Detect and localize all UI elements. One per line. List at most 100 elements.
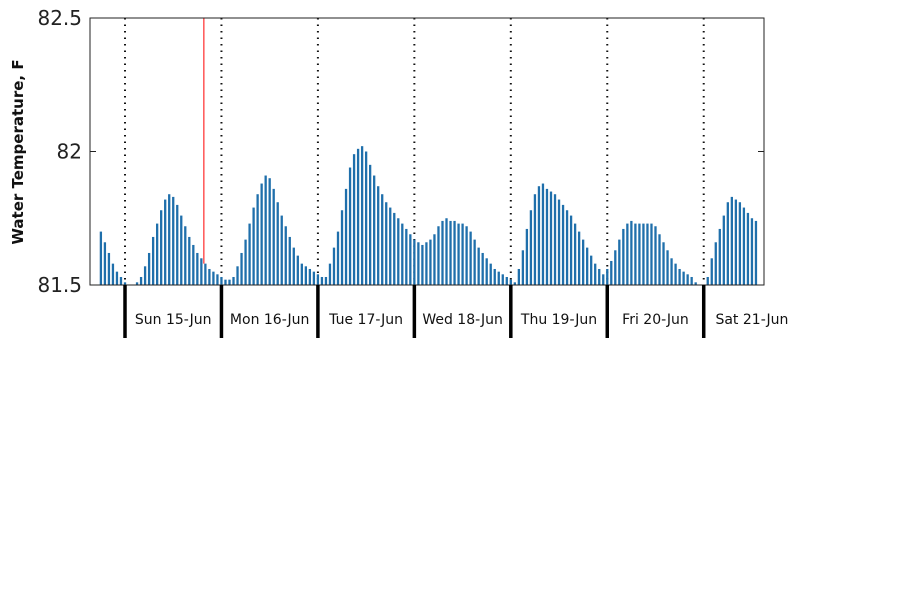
temperature-bar (642, 223, 645, 285)
temperature-bar (674, 263, 677, 285)
temperature-bar (525, 228, 529, 285)
temperature-bar (143, 266, 147, 285)
temperature-bar (164, 199, 167, 285)
temperature-bar (457, 223, 460, 285)
temperature-bar (754, 220, 758, 285)
temperature-bar (537, 186, 541, 285)
temperature-bar (373, 175, 376, 285)
temperature-bar (385, 202, 388, 285)
temperature-bar (320, 276, 324, 285)
temperature-bar (541, 183, 545, 285)
temperature-bar (485, 258, 488, 285)
temperature-bar (666, 250, 669, 285)
temperature-bar (224, 279, 227, 285)
temperature-bar (722, 215, 725, 285)
temperature-bar (493, 268, 496, 285)
temperature-bar (107, 252, 111, 285)
temperature-bar (614, 250, 617, 285)
temperature-bar (569, 215, 573, 285)
day-label: Tue 17-Jun (328, 312, 403, 328)
day-label: Fri 20-Jun (622, 312, 689, 328)
temperature-bar (264, 175, 267, 285)
temperature-bar (304, 266, 307, 285)
temperature-bar (360, 146, 364, 285)
temperature-bar (348, 167, 352, 285)
temperature-bar (160, 210, 163, 285)
temperature-bar (216, 274, 219, 285)
temperature-bar (111, 263, 115, 285)
temperature-bar (678, 268, 681, 285)
temperature-bar (151, 236, 155, 285)
temperature-bar (397, 218, 400, 285)
temperature-bar (738, 202, 742, 285)
temperature-bar (746, 212, 750, 285)
day-label: Thu 19-Jun (520, 312, 597, 328)
temperature-bar (340, 210, 344, 285)
temperature-bar (328, 263, 332, 285)
temperature-bar (465, 226, 468, 285)
temperature-bar (352, 154, 356, 285)
temperature-bar (180, 215, 183, 285)
day-label: Sun 15-Jun (135, 312, 212, 328)
temperature-bar (706, 276, 709, 285)
temperature-bar (573, 223, 577, 285)
temperature-bar (590, 255, 593, 285)
temperature-bar (156, 223, 159, 285)
temperature-bar (268, 178, 271, 285)
temperature-bar (244, 239, 247, 285)
temperature-bar (433, 234, 436, 285)
temperature-bar (228, 279, 231, 285)
temperature-bar (184, 226, 187, 285)
temperature-bar (694, 282, 697, 285)
x-axis: Sun 15-Jun Mon 16-Jun Tue 17-Jun Wed 18-Jun… (123, 285, 788, 338)
temperature-bar (529, 210, 533, 285)
temperature-bar (565, 210, 569, 285)
temperature-bar (610, 260, 613, 285)
temperature-bar (686, 274, 689, 285)
temperature-bar (630, 220, 633, 285)
temperature-bar (469, 231, 472, 285)
temperature-bar (734, 199, 738, 285)
temperature-bar (344, 188, 348, 285)
temperature-bar (232, 276, 235, 285)
temperature-bar (425, 242, 428, 285)
temperature-bar (212, 271, 215, 285)
temperature-bar (598, 268, 601, 285)
temperature-bar (682, 271, 685, 285)
temperature-bar (276, 202, 279, 285)
temperature-bar (658, 234, 661, 285)
temperature-bar (586, 247, 589, 285)
temperature-bar (413, 239, 416, 285)
temperature-bar (461, 223, 464, 285)
temperature-bar (300, 263, 303, 285)
temperature-bar (208, 268, 211, 285)
temperature-bar (606, 268, 609, 285)
temperature-bar (240, 252, 243, 285)
temperature-bar (332, 247, 336, 285)
temperature-bar (521, 250, 525, 285)
temperature-bar (401, 223, 404, 285)
temperature-bar (296, 255, 299, 285)
temperature-bar (553, 194, 557, 285)
temperature-bar (742, 207, 746, 285)
day-label: Sat 21-Jun (715, 312, 788, 328)
temperature-bar (513, 282, 516, 285)
temperature-bar (369, 164, 372, 285)
temperature-bar (308, 268, 312, 285)
temperature-bar (654, 226, 657, 285)
temperature-bar (718, 228, 721, 285)
temperature-bar (316, 274, 320, 285)
temperature-bar (280, 215, 283, 285)
temperature-bar (417, 242, 420, 285)
temperature-bar (200, 258, 203, 285)
temperature-bar (135, 282, 139, 285)
temperature-bar (123, 282, 127, 285)
temperature-bar (449, 220, 452, 285)
temperature-bar (192, 244, 195, 285)
temperature-bar (750, 218, 754, 285)
y-tick-label: 82.5 (37, 6, 82, 30)
temperature-bar (582, 239, 585, 285)
temperature-bar (421, 244, 424, 285)
temperature-bar (284, 226, 287, 285)
